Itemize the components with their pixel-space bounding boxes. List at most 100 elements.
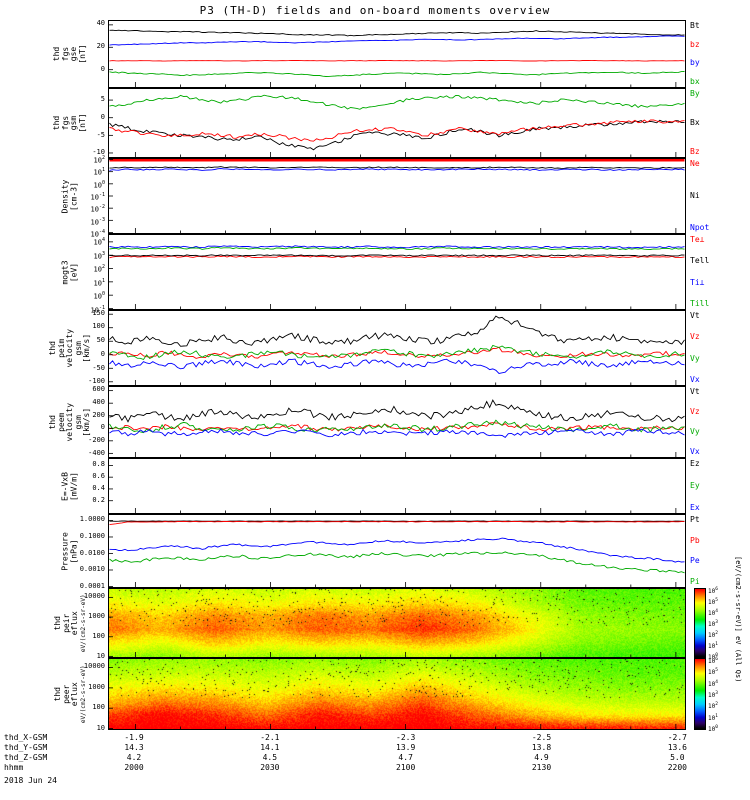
y-tick-label: 102 [93,155,105,165]
y-tick-label: 0.0001 [79,582,105,590]
series-Ni [109,166,685,169]
colorbar-tick-label: 106 [708,657,718,665]
y-tick-label: 10000 [83,662,105,671]
y-tick-label: 200 [92,410,105,419]
ylabel-line: [km/s] [81,407,91,437]
ylabel-text: mogt3 [eV] [61,234,79,310]
ylabel-peer-eflux: thd peer eflux eV/(cm2-s-sr-eV) [44,658,96,730]
y-tick-label: 0 [100,112,105,121]
footer-value: -2.1 [260,733,280,742]
series-Vx [109,358,685,374]
colorbar-tick-label: 100 [708,653,718,661]
ylabel-text: Pressure [nPa] [61,514,79,588]
footer-row-label-thd_Z-GSM: thd_Z-GSM [4,753,48,762]
colorbar-tick-label: 105 [708,598,718,606]
series-Vz [109,422,685,432]
y-tick-label: 0 [100,423,105,432]
footer-value: 2000 [124,763,144,772]
y-tick-label: 20 [96,42,105,51]
footer-value: 14.3 [124,743,144,752]
ylabel-line: [cm-3] [69,181,78,211]
colorbar-tick-label: 102 [708,702,718,711]
footer-value: 4.7 [398,753,413,762]
series-label-Vx: Vx [690,375,700,384]
panel-density [108,158,686,234]
spectrogram-peir-eflux [109,589,685,657]
series-label-bx: bx [690,77,700,86]
series-label-Te⊥: Te⊥ [690,235,705,244]
y-tick-label: 103 [93,250,105,261]
series-Pe [109,537,685,563]
footer-value: 4.5 [262,753,278,762]
series-label-Vz: Vz [690,332,700,342]
series-label-By: By [690,89,700,98]
ylabel-line: eflux [69,681,79,707]
colorbar-tick-label: 106 [708,587,718,595]
series-label-Pt: Pt [690,515,700,524]
footer-value: -2.3 [396,733,416,742]
y-tick-label: 10 [96,724,105,732]
series-Bz [109,119,685,142]
y-tick-label: 1.0000 [79,515,105,524]
y-tick-label: 0.2 [92,496,105,504]
y-tick-label: 10-1 [90,305,105,315]
footer-value: -2.5 [531,733,552,742]
panel-fgs-gsm [108,88,686,158]
series-label-Pi: Pi [690,577,700,586]
y-tick-label: 102 [93,264,105,274]
y-tick-label: -200 [88,436,105,445]
colorbar-tick-label: 104 [708,609,718,617]
panel-plot-fgs-gsm [109,94,685,157]
y-tick-label: 0.0100 [79,548,105,557]
series-Vz [109,346,685,359]
series-Vt [109,399,685,423]
series-Bt [109,29,685,37]
y-tick-label: 10-3 [90,216,105,226]
series-Pb [109,520,685,526]
series-label-Ne: Ne [690,159,700,168]
series-label-Bx: Bx [690,118,700,127]
series-label-Bz: Bz [690,147,700,156]
y-tick-label: 50 [96,336,105,345]
series-label-Npot: Npot [690,223,710,232]
y-tick-label: 104 [93,237,105,247]
footer-value: 14.1 [260,743,280,752]
series-label-Ti⊥: Ti⊥ [690,277,705,287]
y-tick-label: 10-1 [90,192,105,202]
series-Npot [109,168,685,171]
y-tick-label: 10-4 [90,229,105,239]
y-tick-label: 101 [93,167,105,177]
spectrogram-peer-eflux [109,659,685,729]
ylabel-line: eV/(cm2-s-sr-eV) [79,665,87,723]
footer-value: 13.8 [531,743,552,752]
ylabel-density: Density [cm-3] [44,158,96,234]
y-tick-label: 100 [92,322,105,331]
footer-value: 5.0 [670,753,685,762]
series-label-Vz: Vz [690,407,700,416]
ylabel-efield: E=-VxB [mV/m] [44,458,96,514]
series-by [109,35,685,46]
panel-plot-efield [109,464,677,513]
panel-plot-fgs-gse [109,24,685,87]
panel-plot-peim-velocity [109,313,685,385]
y-tick-label: -5 [96,130,105,139]
series-Bx [109,119,685,151]
panel-plot-peem-velocity [109,390,685,457]
footer-value: -1.9 [124,733,144,742]
series-label-Pb: Pb [690,535,700,545]
y-tick-label: 10-2 [90,204,105,214]
y-tick-label: -400 [88,448,105,457]
series-label-Ex: Ex [690,503,700,512]
panel-plot-peer-eflux [109,667,677,729]
y-tick-label: 10 [96,652,105,660]
series-label-bz: bz [690,39,700,49]
colorbar-tick-label: 103 [708,620,718,628]
ylabel-fgs-gsm: thd fgs gsm [nT] [44,88,96,158]
footer-row-label-thd_Y-GSM: thd_Y-GSM [4,743,48,752]
colorbar-tick-label: 103 [708,691,718,699]
series-label-Vy: Vy [690,427,700,436]
panel-fgs-gse [108,20,686,88]
ylabel-text: thd peir eflux eV/(cm2-s-sr-eV) [53,588,87,658]
ylabel-text: thd peem velocity gsm [km/s] [48,386,92,458]
series-Vx [109,428,685,438]
